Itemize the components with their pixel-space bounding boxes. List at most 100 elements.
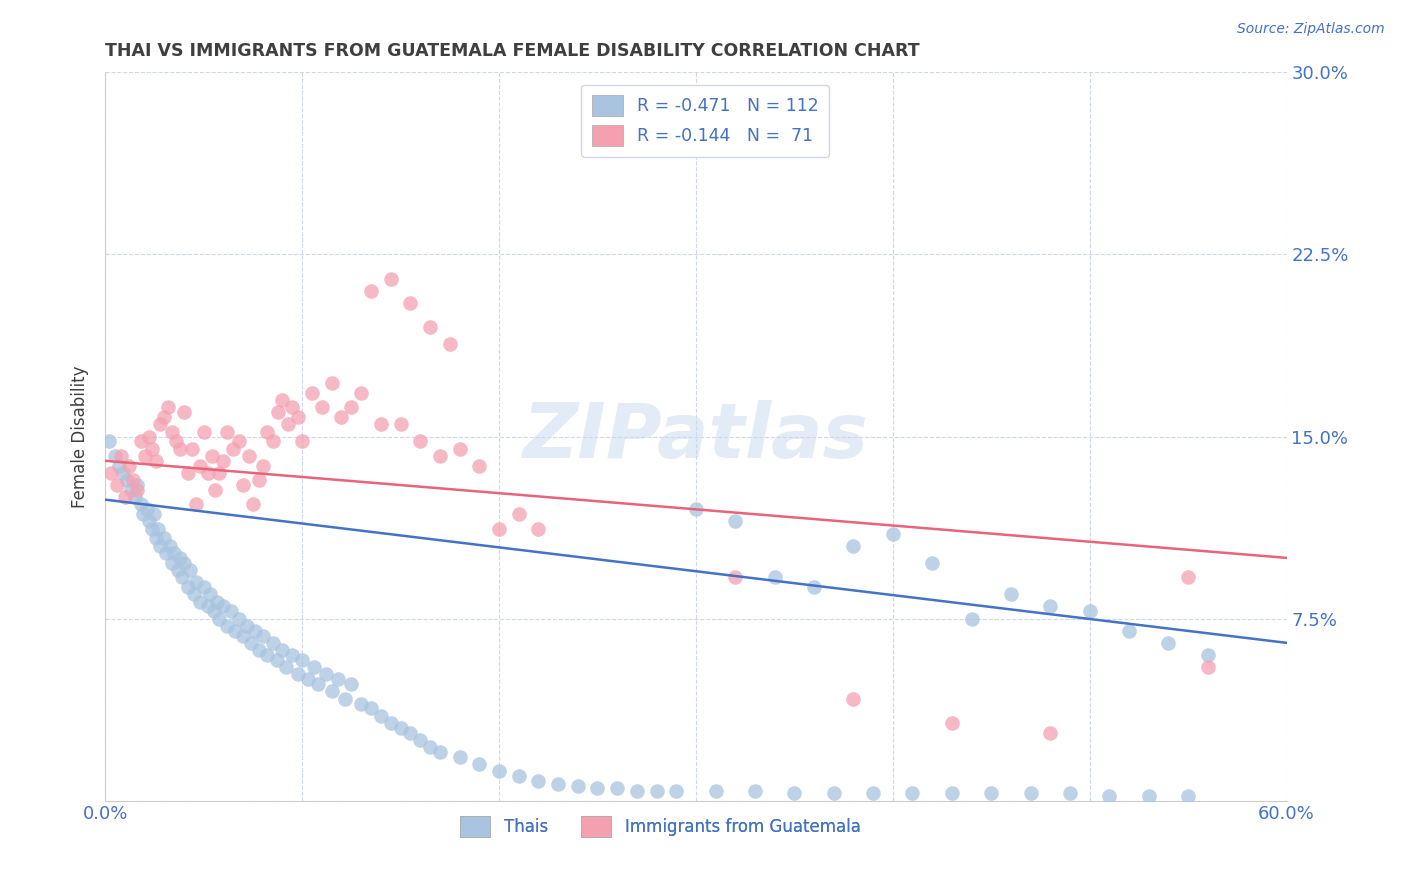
Point bbox=[138, 429, 160, 443]
Y-axis label: Female Disability: Female Disability bbox=[72, 365, 89, 508]
Point bbox=[252, 458, 274, 473]
Point bbox=[287, 667, 309, 681]
Point bbox=[179, 563, 201, 577]
Point bbox=[183, 587, 205, 601]
Point bbox=[567, 779, 589, 793]
Point bbox=[232, 478, 254, 492]
Point bbox=[803, 580, 825, 594]
Point bbox=[409, 434, 432, 449]
Point bbox=[125, 478, 148, 492]
Point bbox=[882, 526, 904, 541]
Point bbox=[527, 774, 550, 789]
Point bbox=[149, 539, 172, 553]
Point bbox=[842, 691, 865, 706]
Point bbox=[271, 643, 294, 657]
Point bbox=[212, 599, 235, 614]
Point bbox=[236, 619, 259, 633]
Point bbox=[586, 781, 609, 796]
Point bbox=[350, 385, 373, 400]
Text: THAI VS IMMIGRANTS FROM GUATEMALA FEMALE DISABILITY CORRELATION CHART: THAI VS IMMIGRANTS FROM GUATEMALA FEMALE… bbox=[105, 42, 920, 60]
Point bbox=[202, 604, 225, 618]
Point bbox=[389, 417, 412, 432]
Point bbox=[145, 532, 167, 546]
Point bbox=[1197, 648, 1219, 662]
Point bbox=[291, 653, 314, 667]
Point bbox=[173, 556, 195, 570]
Point bbox=[219, 604, 242, 618]
Point bbox=[153, 410, 176, 425]
Point bbox=[921, 556, 943, 570]
Point bbox=[252, 629, 274, 643]
Point bbox=[321, 684, 343, 698]
Point bbox=[326, 672, 349, 686]
Point bbox=[121, 473, 143, 487]
Point bbox=[184, 498, 207, 512]
Point bbox=[120, 483, 142, 497]
Point bbox=[173, 405, 195, 419]
Point bbox=[143, 507, 166, 521]
Point bbox=[256, 648, 278, 662]
Point bbox=[100, 466, 122, 480]
Point bbox=[141, 442, 163, 456]
Point bbox=[228, 434, 250, 449]
Point bbox=[763, 570, 786, 584]
Point bbox=[163, 546, 186, 560]
Point bbox=[1000, 587, 1022, 601]
Point bbox=[281, 648, 304, 662]
Point bbox=[197, 466, 219, 480]
Point bbox=[224, 624, 246, 638]
Point bbox=[110, 449, 132, 463]
Point bbox=[232, 629, 254, 643]
Point bbox=[370, 417, 392, 432]
Point bbox=[1019, 786, 1042, 800]
Point bbox=[188, 594, 211, 608]
Point bbox=[409, 733, 432, 747]
Point bbox=[960, 611, 983, 625]
Legend: Thais, Immigrants from Guatemala: Thais, Immigrants from Guatemala bbox=[454, 810, 868, 843]
Point bbox=[1137, 789, 1160, 803]
Point bbox=[129, 434, 152, 449]
Point bbox=[380, 271, 402, 285]
Point bbox=[941, 786, 963, 800]
Point bbox=[724, 570, 747, 584]
Point bbox=[177, 466, 200, 480]
Point bbox=[449, 442, 471, 456]
Point bbox=[399, 725, 422, 739]
Point bbox=[307, 677, 329, 691]
Point bbox=[1039, 725, 1062, 739]
Point bbox=[439, 337, 461, 351]
Point bbox=[180, 442, 202, 456]
Point bbox=[783, 786, 806, 800]
Point bbox=[1177, 570, 1199, 584]
Point bbox=[330, 410, 353, 425]
Point bbox=[207, 594, 229, 608]
Point bbox=[468, 458, 491, 473]
Point bbox=[277, 417, 299, 432]
Point bbox=[685, 502, 707, 516]
Point bbox=[145, 454, 167, 468]
Point bbox=[360, 701, 382, 715]
Point bbox=[228, 611, 250, 625]
Point bbox=[141, 522, 163, 536]
Point bbox=[138, 515, 160, 529]
Point bbox=[419, 320, 441, 334]
Point bbox=[488, 522, 510, 536]
Point bbox=[1098, 789, 1121, 803]
Point bbox=[238, 449, 260, 463]
Point bbox=[941, 715, 963, 730]
Point bbox=[149, 417, 172, 432]
Point bbox=[1078, 604, 1101, 618]
Point bbox=[665, 784, 688, 798]
Point bbox=[1157, 636, 1180, 650]
Point bbox=[148, 522, 170, 536]
Point bbox=[111, 466, 134, 480]
Point bbox=[212, 454, 235, 468]
Text: Source: ZipAtlas.com: Source: ZipAtlas.com bbox=[1237, 22, 1385, 37]
Point bbox=[301, 385, 323, 400]
Point bbox=[704, 784, 727, 798]
Point bbox=[124, 490, 146, 504]
Point bbox=[276, 660, 298, 674]
Point bbox=[429, 449, 451, 463]
Point bbox=[198, 587, 221, 601]
Point bbox=[291, 434, 314, 449]
